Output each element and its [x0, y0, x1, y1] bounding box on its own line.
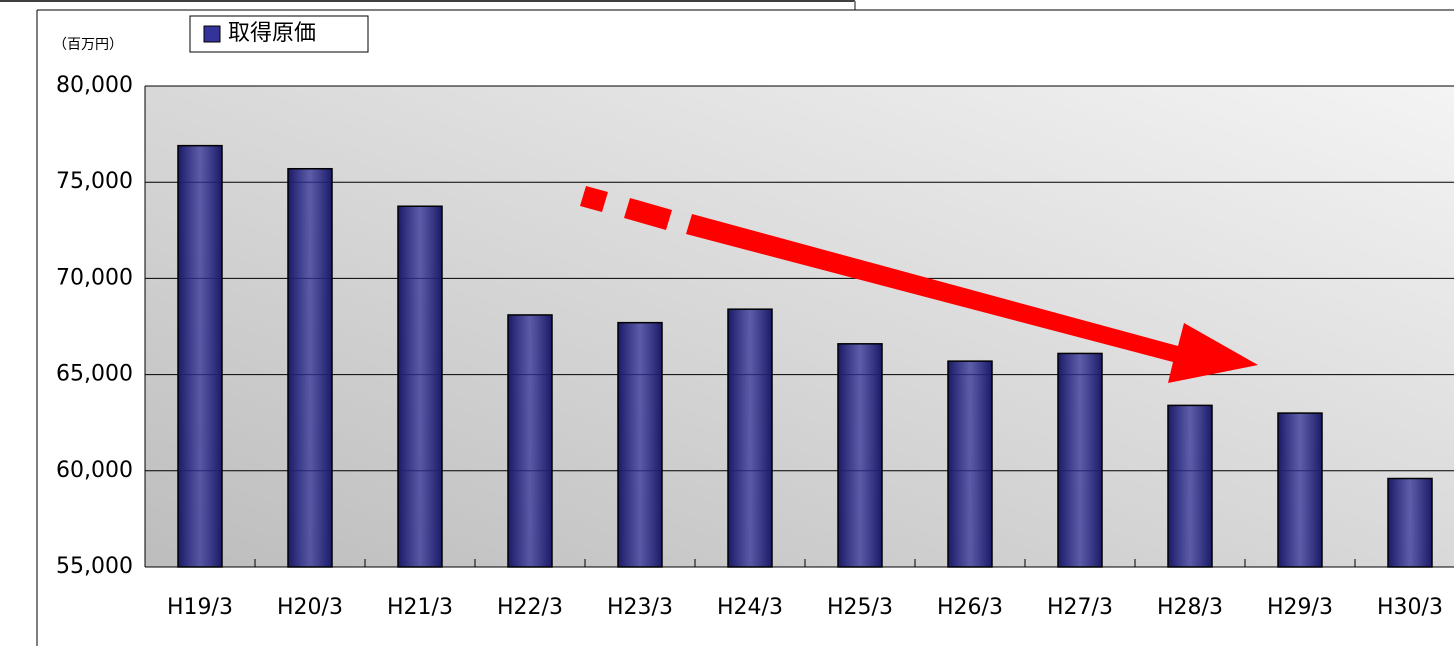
- y-tick-label: 65,000: [56, 362, 133, 387]
- bar: [177, 144, 223, 568]
- x-tick-label: H26/3: [937, 595, 1003, 620]
- bar: [1057, 352, 1103, 568]
- legend-swatch: [203, 25, 221, 43]
- x-tick-label: H23/3: [607, 595, 673, 620]
- legend-label: 取得原価: [228, 21, 316, 46]
- x-tick-label: H29/3: [1267, 595, 1333, 620]
- bar: [727, 308, 773, 568]
- y-tick-label: 60,000: [56, 458, 133, 483]
- x-tick-label: H27/3: [1047, 595, 1113, 620]
- arrow-dash: [580, 186, 608, 212]
- bar: [947, 360, 993, 568]
- y-tick-label: 55,000: [56, 554, 133, 579]
- x-tick-label: H20/3: [277, 595, 343, 620]
- x-tick-label: H21/3: [387, 595, 453, 620]
- x-tick-label: H25/3: [827, 595, 893, 620]
- x-tick-label: H28/3: [1157, 595, 1223, 620]
- bar: [617, 321, 663, 568]
- bar: [1277, 412, 1323, 568]
- plot: 55,000 60,000 65,000 70,000 75,000 80,000 H19/…: [56, 73, 1454, 620]
- unit-label: （百万円）: [53, 37, 123, 53]
- x-tick-label: H30/3: [1377, 595, 1443, 620]
- x-tick-label: H22/3: [497, 595, 563, 620]
- y-tick-label: 80,000: [56, 73, 133, 98]
- plot-area: [145, 86, 1454, 567]
- trend-arrow: [580, 186, 1258, 383]
- x-tick-label: H19/3: [167, 595, 233, 620]
- arrow: [686, 214, 1258, 383]
- x-tick-label: H24/3: [717, 595, 783, 620]
- y-tick-label: 70,000: [56, 265, 133, 290]
- arrow-dash: [624, 198, 672, 230]
- bar: [397, 205, 443, 568]
- bar: [1167, 404, 1213, 568]
- bar: [287, 167, 333, 568]
- bar: [837, 343, 883, 568]
- y-tick-label: 75,000: [56, 169, 133, 194]
- bar: [507, 314, 553, 568]
- bar: [1387, 477, 1433, 568]
